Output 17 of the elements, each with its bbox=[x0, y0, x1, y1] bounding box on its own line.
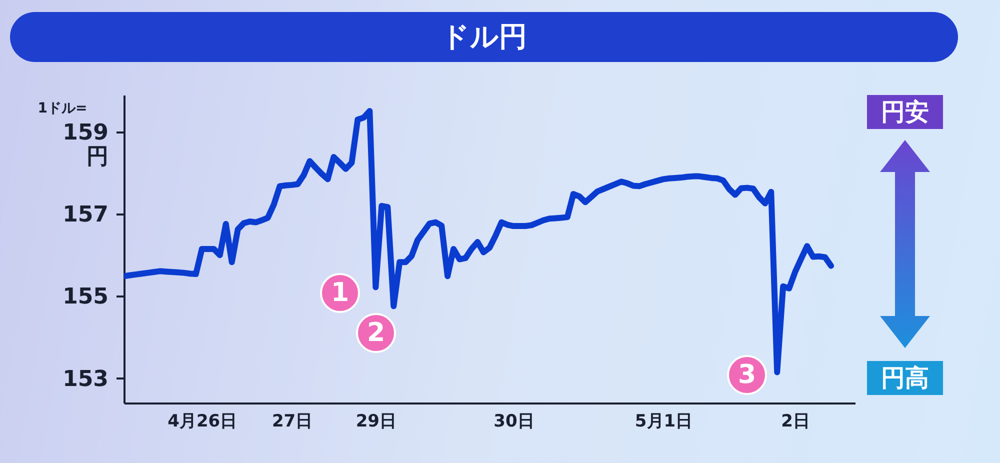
annotation: 3 bbox=[727, 355, 767, 395]
y-tick-label: 159 円 bbox=[62, 120, 108, 170]
text: 円高 bbox=[867, 361, 943, 395]
x-tick-label: 5月1日 bbox=[634, 412, 693, 432]
y-tick-label: 155 bbox=[62, 284, 108, 310]
chart-title: ドル円 bbox=[10, 12, 958, 62]
text: 円安 bbox=[867, 95, 943, 129]
x-tick-label: 27日 bbox=[272, 412, 313, 432]
y-tick-label: 157 bbox=[62, 202, 108, 228]
annotation: 2 bbox=[356, 313, 396, 353]
x-tick-label: 29日 bbox=[356, 412, 396, 432]
x-tick-label: 2日 bbox=[781, 412, 810, 432]
y-tick-label: 153 bbox=[62, 366, 108, 392]
y-axis-title: 1ドル= bbox=[38, 100, 88, 116]
annotation: 1 bbox=[320, 273, 360, 313]
x-tick-label: 30日 bbox=[494, 412, 534, 432]
x-tick-label: 4月26日 bbox=[168, 412, 238, 432]
